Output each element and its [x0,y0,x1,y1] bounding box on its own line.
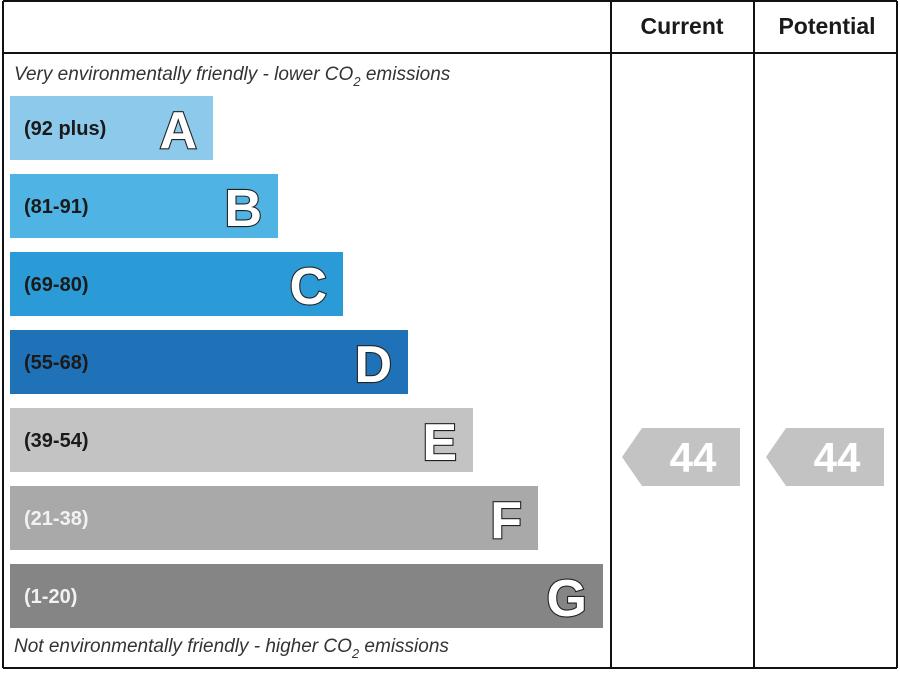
potential-rating: 44 [766,428,884,486]
band-a: (92 plus) A [10,96,213,161]
current-rating-value: 44 [670,434,717,481]
band-g: (1-20) G [10,564,603,629]
band-range-c: (69-80) [24,274,88,296]
top-note-suffix: emissions [361,64,451,85]
top-note-prefix: Very environmentally friendly - lower CO [14,64,354,85]
current-rating: 44 [622,428,740,486]
band-letter-a: A [159,102,197,160]
band-letter-d: D [354,336,392,394]
band-bar-c [10,252,343,316]
band-bar-g [10,564,603,628]
potential-rating-arrow [766,428,884,486]
bottom-note-subscript: 2 [351,646,360,661]
band-range-a: (92 plus) [24,118,106,140]
band-range-b: (81-91) [24,196,88,218]
top-note: Very environmentally friendly - lower CO… [14,64,451,89]
band-range-g: (1-20) [24,586,77,608]
band-f: (21-38) F [10,486,538,551]
column-header-current: Current [640,13,723,39]
band-c: (69-80) C [10,252,343,317]
column-header-potential: Potential [778,13,875,39]
band-b: (81-91) B [10,174,278,239]
band-letter-b: B [224,180,262,238]
band-range-d: (55-68) [24,352,88,374]
band-range-e: (39-54) [24,430,88,452]
band-letter-f: F [490,492,522,550]
band-bar-b [10,174,278,238]
band-bar-e [10,408,473,472]
band-bar-a [10,96,213,160]
bottom-note-suffix: emissions [359,636,449,657]
bottom-note-prefix: Not environmentally friendly - higher CO [14,636,352,657]
band-letter-c: C [289,258,327,316]
rating-bands: (92 plus) A (81-91) B (69-80) C (55-68) D (39-54… [10,96,603,629]
band-bar-f [10,486,538,550]
bottom-note: Not environmentally friendly - higher CO… [14,636,449,661]
rating-markers: 44 44 [622,428,884,486]
band-bar-d [10,330,408,394]
band-range-f: (21-38) [24,508,88,530]
band-letter-e: E [422,414,457,472]
potential-rating-value: 44 [814,434,861,481]
band-d: (55-68) D [10,330,408,395]
current-rating-arrow [622,428,740,486]
band-e: (39-54) E [10,408,473,473]
band-letter-g: G [547,570,587,628]
top-note-subscript: 2 [352,74,361,89]
